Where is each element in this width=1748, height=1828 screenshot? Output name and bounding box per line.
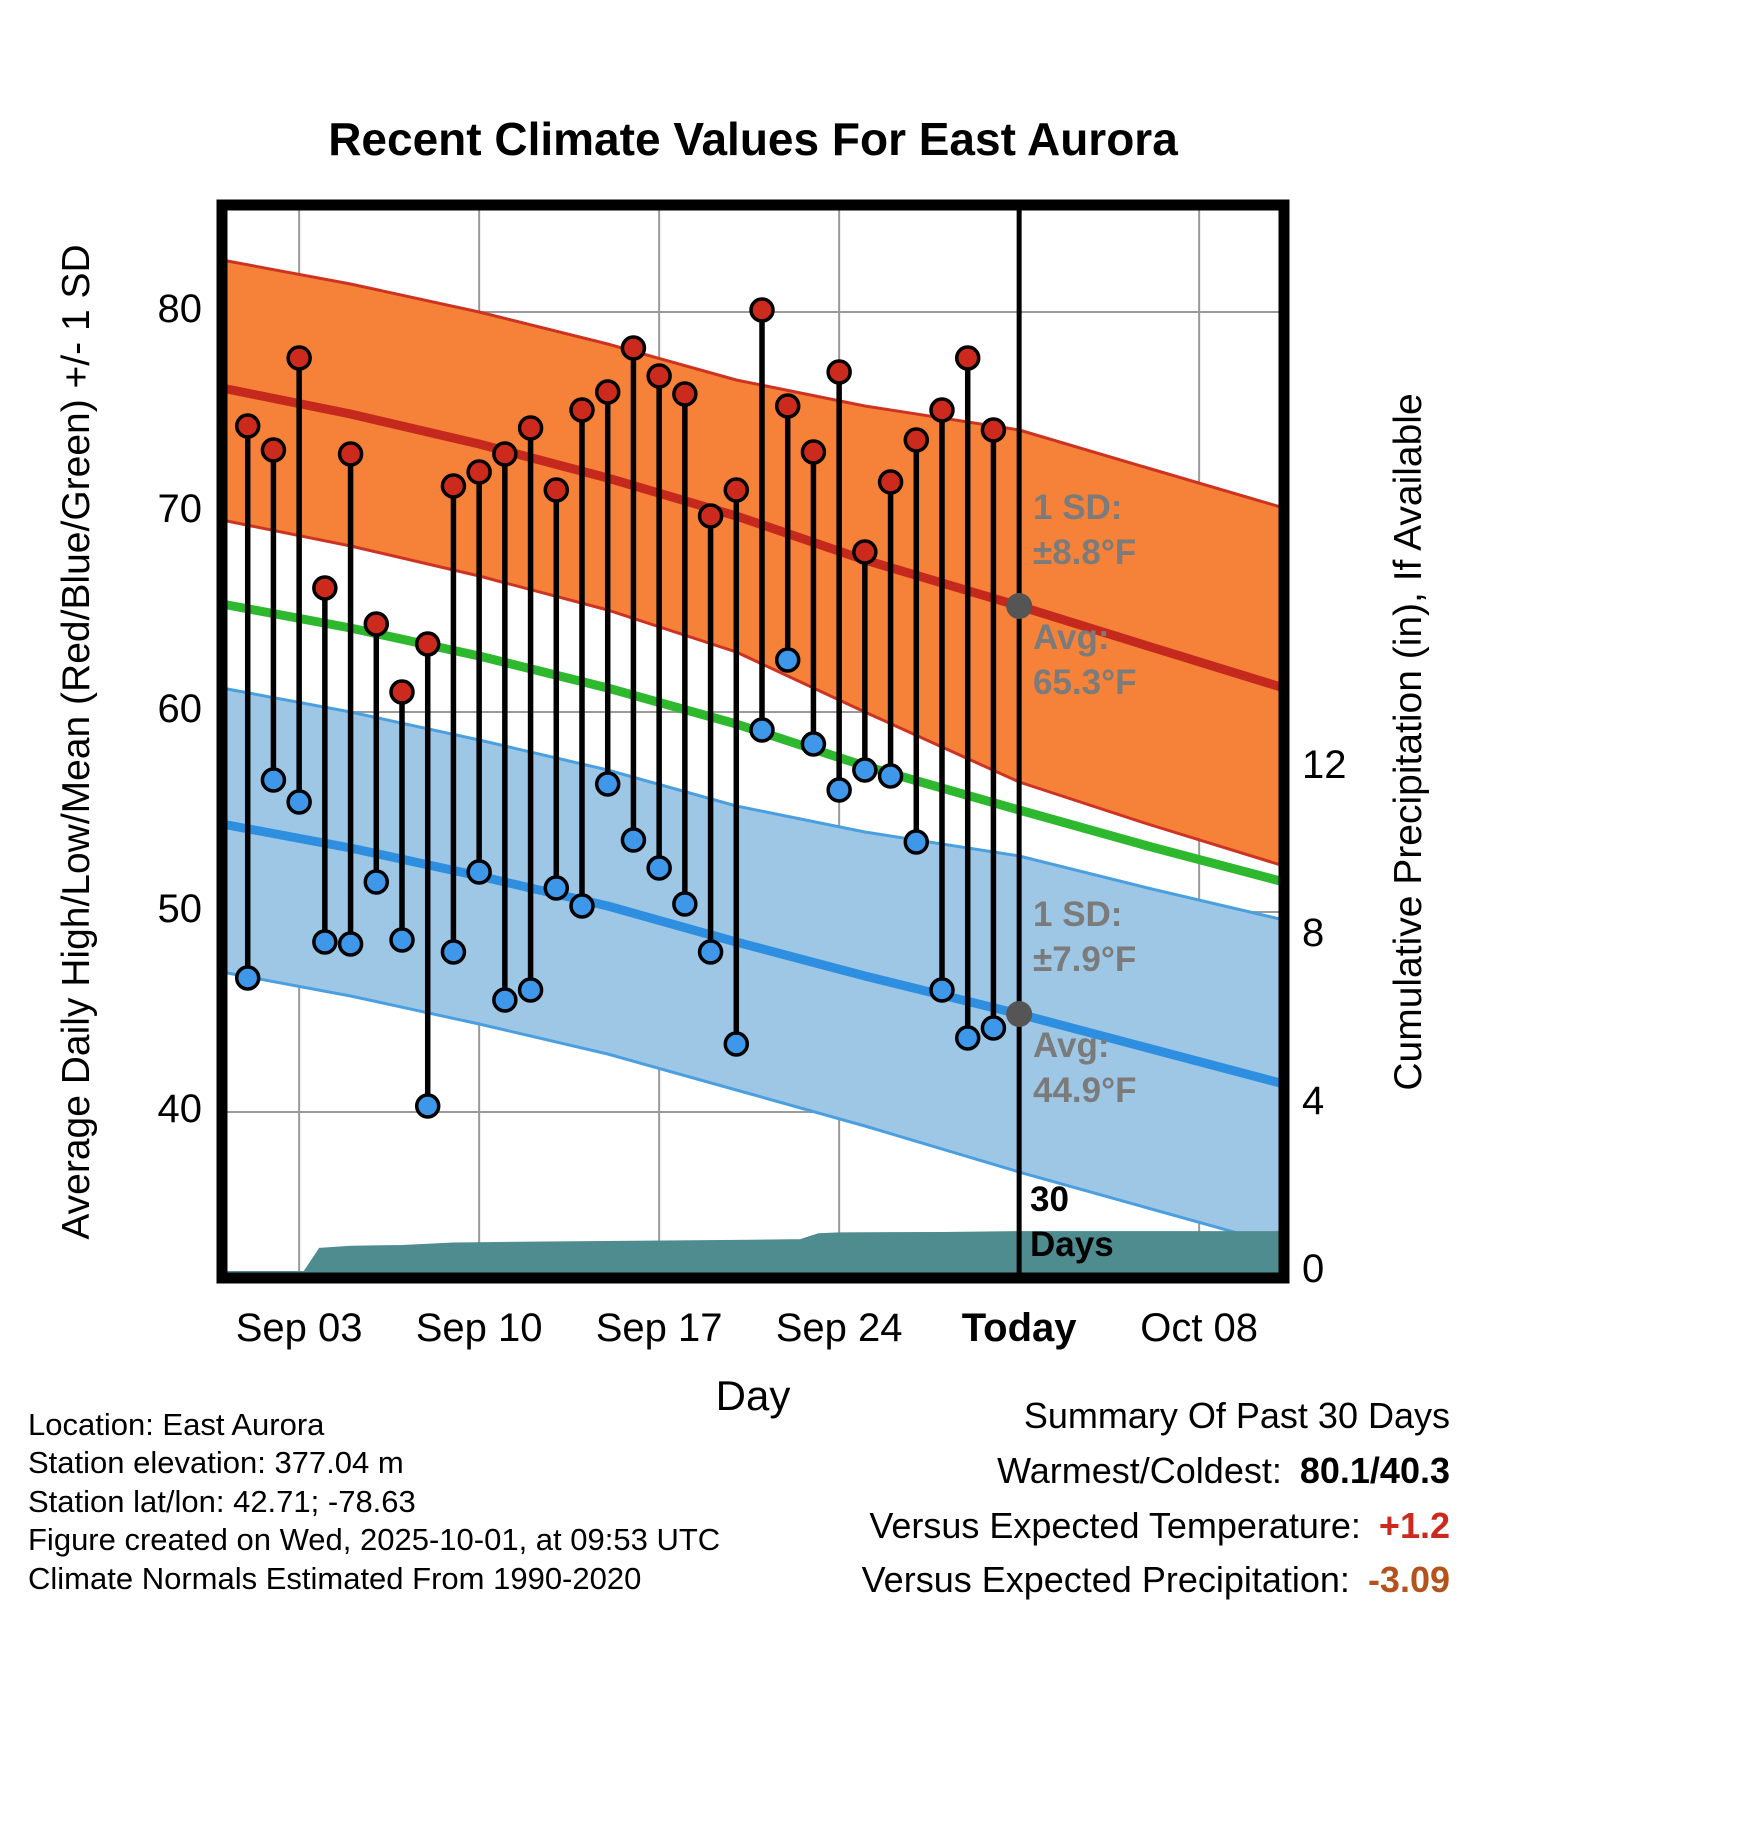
- low-avg-label: Avg:: [1033, 1026, 1110, 1065]
- summary-rows: Warmest/Coldest: 80.1/40.3 Versus Expected…: [862, 1448, 1450, 1604]
- period-annotation: 30 Days: [1030, 1178, 1114, 1268]
- period-line1: 30: [1030, 1180, 1069, 1219]
- y-left-tick-50: 50: [157, 887, 203, 931]
- y-right-tick-12: 12: [1302, 743, 1347, 787]
- x-tick-oct-08: Oct 08: [1140, 1306, 1259, 1350]
- high-avg-annotation: Avg: 65.3°F: [1033, 616, 1137, 706]
- period-line2: Days: [1030, 1224, 1114, 1264]
- y-left-tick-40: 40: [157, 1087, 203, 1131]
- y-left-tick-70: 70: [157, 487, 203, 531]
- summary-title: Summary Of Past 30 Days: [1023, 1395, 1450, 1436]
- summary-row: Versus Expected Precipitation: -3.09: [862, 1557, 1450, 1604]
- high-sd-annotation: 1 SD: ±8.8°F: [1033, 486, 1136, 576]
- low-sd-annotation: 1 SD: ±7.9°F: [1033, 893, 1136, 983]
- x-axis-label: Day: [715, 1372, 791, 1419]
- low-avg-value: 44.9°F: [1033, 1070, 1137, 1110]
- x-tick-sep-24: Sep 24: [775, 1306, 903, 1350]
- y-right-tick-0: 0: [1302, 1247, 1325, 1291]
- summary-row-value: 80.1/40.3: [1299, 1449, 1450, 1491]
- summary-row-value: +1.2: [1378, 1504, 1450, 1546]
- station-location: Location: East Aurora: [28, 1407, 325, 1442]
- climate-normals-note: Climate Normals Estimated From 1990-2020: [28, 1560, 642, 1596]
- high-sd-value: ±8.8°F: [1033, 532, 1137, 572]
- x-tick-sep-10: Sep 10: [415, 1306, 543, 1350]
- station-info: Location: East Aurora Station elevation:…: [28, 1406, 720, 1598]
- station-elevation: Station elevation: 377.04 m: [28, 1445, 404, 1481]
- chart-title: Recent Climate Values For East Aurora: [328, 113, 1178, 165]
- x-tick-sep-03: Sep 03: [235, 1306, 363, 1350]
- y-axis-left-label: Average Daily High/Low/Mean (Red/Blue/Gr…: [55, 244, 98, 1240]
- summary-row-label: Versus Expected Temperature:: [869, 1504, 1361, 1546]
- station-latlon: Station lat/lon: 42.71; -78.63: [28, 1483, 416, 1519]
- figure-created: Figure created on Wed, 2025-10-01, at 09…: [28, 1522, 721, 1558]
- high-avg-value: 65.3°F: [1033, 662, 1137, 702]
- summary-row-label: Warmest/Coldest:: [997, 1449, 1282, 1491]
- high-avg-label: Avg:: [1033, 618, 1110, 657]
- y-right-tick-8: 8: [1302, 911, 1325, 955]
- x-tick-today: Today: [961, 1306, 1077, 1350]
- low-avg-annotation: Avg: 44.9°F: [1033, 1024, 1137, 1114]
- y-left-tick-80: 80: [157, 287, 203, 331]
- low-sd-value: ±7.9°F: [1033, 939, 1137, 979]
- summary-row-label: Versus Expected Precipitation:: [861, 1559, 1350, 1601]
- y-left-tick-60: 60: [157, 687, 203, 731]
- low-sd-label: 1 SD:: [1033, 895, 1123, 934]
- x-tick-sep-17: Sep 17: [595, 1306, 723, 1350]
- summary-row: Versus Expected Temperature: +1.2: [862, 1503, 1450, 1550]
- summary-row: Warmest/Coldest: 80.1/40.3: [862, 1448, 1450, 1495]
- summary-panel: Summary Of Past 30 Days Warmest/Coldest:…: [862, 1393, 1450, 1604]
- y-right-tick-4: 4: [1302, 1079, 1325, 1123]
- summary-row-value: -3.09: [1367, 1559, 1450, 1601]
- high-sd-label: 1 SD:: [1033, 488, 1123, 527]
